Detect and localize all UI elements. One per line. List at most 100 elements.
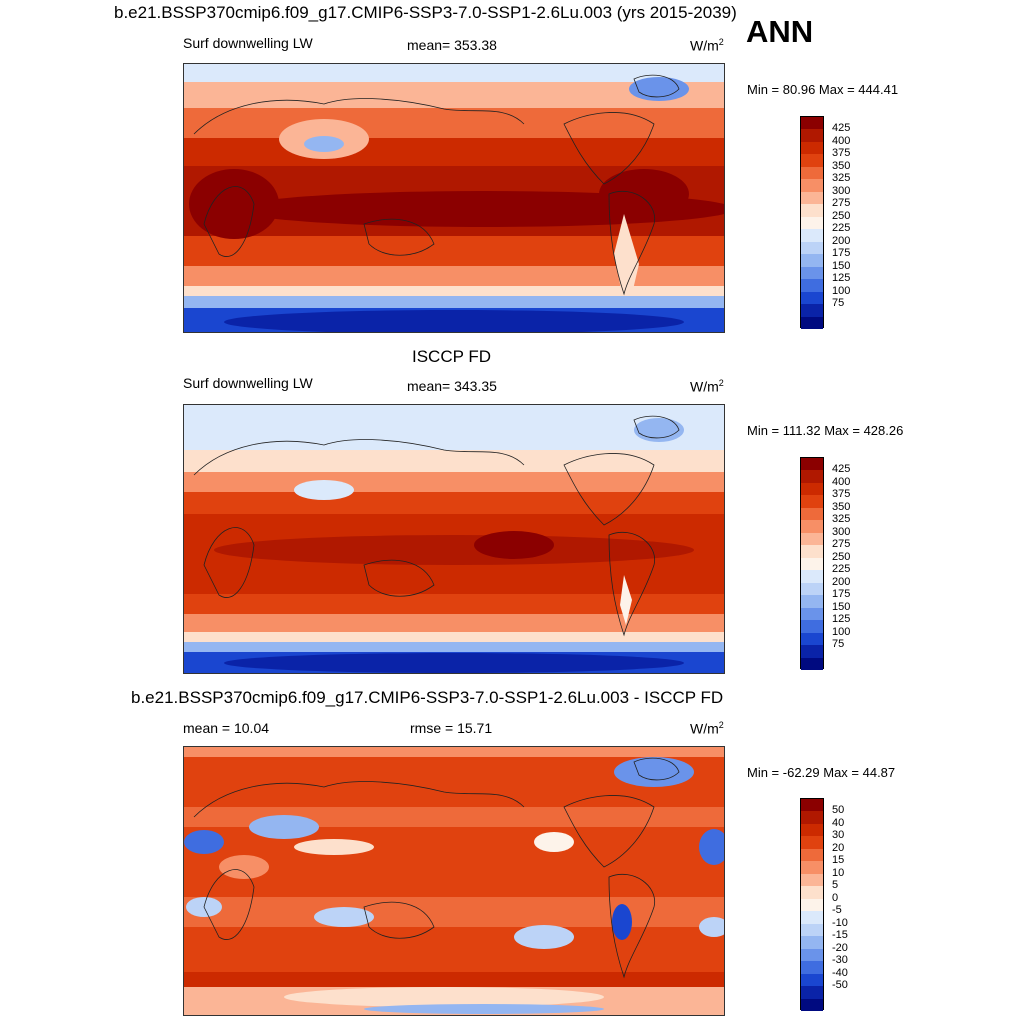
panel1-colorbar-tick-label: 125 bbox=[832, 272, 851, 285]
panel1-colorbar-tick-label: 400 bbox=[832, 134, 851, 147]
panel2-colorbar-tick-label: 75 bbox=[832, 638, 845, 651]
panel2-title: ISCCP FD bbox=[412, 347, 492, 366]
panel3-colorbar-swatch bbox=[801, 911, 823, 924]
panel2-colorbar-swatch bbox=[801, 495, 823, 508]
panel1-colorbar-swatch bbox=[801, 141, 823, 155]
panel3-colorbar-tick-label: 20 bbox=[832, 841, 845, 854]
panel2-colorbar-swatch bbox=[801, 570, 823, 583]
panel3-colorbar-tick-label: -10 bbox=[832, 916, 848, 929]
panel2-colorbar-tick-label: 375 bbox=[832, 488, 851, 501]
panel1-map bbox=[183, 63, 725, 333]
panel2-colorbar-swatch bbox=[801, 470, 823, 483]
panel2-colorbar-swatch bbox=[801, 545, 823, 558]
panel1-variable-label: Surf downwelling LW bbox=[183, 35, 313, 51]
panel1-colorbar-swatch bbox=[801, 241, 823, 255]
panel2-colorbar-tick-label: 175 bbox=[832, 588, 851, 601]
panel1-colorbar-swatch bbox=[801, 279, 823, 292]
panel2-colorbar-tick-label: 425 bbox=[832, 463, 851, 476]
panel2-mean-label: mean= 343.35 bbox=[407, 378, 497, 394]
panel1-mean-label: mean= 353.38 bbox=[407, 37, 497, 53]
panel2-colorbar-tick-label: 300 bbox=[832, 525, 851, 538]
panel1-colorbar-tick-label: 425 bbox=[832, 122, 851, 135]
panel2-colorbar-swatch bbox=[801, 607, 823, 621]
panel1-colorbar-swatch bbox=[801, 316, 823, 329]
panel2-colorbar-tick-label: 125 bbox=[832, 613, 851, 626]
panel3-colorbar-tick-label: 0 bbox=[832, 891, 839, 904]
panel1-colorbar-tick-label: 75 bbox=[832, 297, 845, 310]
panel2-colorbar-tick-label: 275 bbox=[832, 538, 851, 551]
panel2-colorbar-tick-label: 225 bbox=[832, 563, 851, 576]
panel3-title: b.e21.BSSP370cmip6.f09_g17.CMIP6-SSP3-7.… bbox=[131, 688, 724, 707]
panel1-colorbar-swatch bbox=[801, 179, 823, 192]
panel2-colorbar-tick-label: 325 bbox=[832, 513, 851, 526]
panel3-colorbar-swatch bbox=[801, 823, 823, 837]
panel3-colorbar-tick-label: 30 bbox=[832, 829, 845, 842]
panel3-mean-label: mean = 10.04 bbox=[183, 720, 270, 736]
panel2-minmax: Min = 111.32 Max = 428.26 bbox=[747, 423, 904, 438]
panel1-colorbar-tick-label: 200 bbox=[832, 234, 851, 247]
panel3-colorbar-swatch bbox=[801, 873, 823, 887]
panel1-colorbar-tick-label: 175 bbox=[832, 247, 851, 260]
panel1-units: W/m2 bbox=[690, 37, 724, 54]
panel3-colorbar-swatch bbox=[801, 811, 823, 824]
panel2-colorbar-swatch bbox=[801, 557, 823, 571]
panel2-colorbar-tick-label: 150 bbox=[832, 600, 851, 613]
panel3-colorbar-tick-label: -20 bbox=[832, 941, 848, 954]
panel1-colorbar-tick-label: 325 bbox=[832, 172, 851, 185]
panel3-colorbar-swatch bbox=[801, 973, 823, 987]
panel2-colorbar-swatch bbox=[801, 595, 823, 608]
panel2-colorbar-tick-label: 200 bbox=[832, 575, 851, 588]
panel1-colorbar-tick-label: 150 bbox=[832, 259, 851, 272]
panel3-colorbar-swatch bbox=[801, 861, 823, 874]
panel2-colorbar-swatch bbox=[801, 620, 823, 633]
panel3-colorbar-swatch bbox=[801, 998, 823, 1011]
panel1-colorbar-swatch bbox=[801, 117, 823, 130]
panel2-colorbar-tick-label: 400 bbox=[832, 475, 851, 488]
panel3-colorbar-swatch bbox=[801, 961, 823, 974]
panel3-colorbar-tick-label: -40 bbox=[832, 966, 848, 979]
panel3-colorbar-swatch bbox=[801, 799, 823, 812]
panel2-colorbar-swatch bbox=[801, 632, 823, 646]
panel2-colorbar-swatch bbox=[801, 645, 823, 658]
panel1-colorbar-swatch bbox=[801, 291, 823, 305]
panel3-colorbar-tick-label: 10 bbox=[832, 866, 845, 879]
panel2-colorbar-tick-label: 250 bbox=[832, 550, 851, 563]
panel3-colorbar-tick-label: 40 bbox=[832, 816, 845, 829]
panel1-colorbar-tick-label: 275 bbox=[832, 197, 851, 210]
panel1-colorbar-swatch bbox=[801, 191, 823, 205]
panel1-colorbar-swatch bbox=[801, 229, 823, 242]
panel3-colorbar-tick-label: -15 bbox=[832, 929, 848, 942]
panel3-colorbar-tick-label: 15 bbox=[832, 854, 845, 867]
panel2-colorbar-swatch bbox=[801, 507, 823, 521]
panel3-colorbar-tick-label: -30 bbox=[832, 954, 848, 967]
panel2-colorbar-swatch bbox=[801, 532, 823, 546]
panel3-colorbar-tick-label: 50 bbox=[832, 804, 845, 817]
panel1-colorbar-tick-label: 375 bbox=[832, 147, 851, 160]
panel1-colorbar-tick-label: 225 bbox=[832, 222, 851, 235]
panel1-colorbar-swatch bbox=[801, 304, 823, 317]
panel1-colorbar-swatch bbox=[801, 204, 823, 217]
panel1-colorbar-tick-label: 100 bbox=[832, 284, 851, 297]
panel3-map bbox=[183, 746, 725, 1016]
panel1-minmax: Min = 80.96 Max = 444.41 bbox=[747, 82, 899, 97]
panel3-colorbar-swatch bbox=[801, 848, 823, 862]
panel3-colorbar-swatch bbox=[801, 898, 823, 912]
panel2-colorbar-swatch bbox=[801, 458, 823, 471]
panel1-colorbar-swatch bbox=[801, 254, 823, 267]
panel1-title: b.e21.BSSP370cmip6.f09_g17.CMIP6-SSP3-7.… bbox=[114, 3, 737, 22]
panel3-colorbar-swatch bbox=[801, 936, 823, 949]
panel2-colorbar-swatch bbox=[801, 582, 823, 596]
panel2-colorbar-tick-label: 350 bbox=[832, 500, 851, 513]
panel3-colorbar bbox=[800, 798, 824, 1011]
panel2-colorbar bbox=[800, 457, 824, 670]
panel2-colorbar-swatch bbox=[801, 657, 823, 670]
panel1-colorbar-tick-label: 250 bbox=[832, 209, 851, 222]
panel1-colorbar-swatch bbox=[801, 129, 823, 142]
panel1-colorbar-swatch bbox=[801, 216, 823, 230]
panel1-colorbar bbox=[800, 116, 824, 329]
panel2-map bbox=[183, 404, 725, 674]
panel1-colorbar-swatch bbox=[801, 166, 823, 180]
panel3-rmse-label: rmse = 15.71 bbox=[410, 720, 493, 736]
panel3-colorbar-swatch bbox=[801, 836, 823, 849]
panel2-colorbar-swatch bbox=[801, 520, 823, 533]
